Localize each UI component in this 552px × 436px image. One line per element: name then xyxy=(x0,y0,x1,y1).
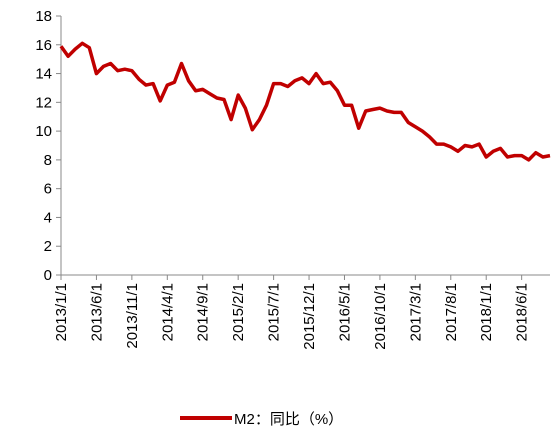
x-tick-label: 2014/4/1 xyxy=(159,283,176,341)
y-tick-label: 4 xyxy=(44,209,52,226)
y-tick-label: 8 xyxy=(44,152,52,169)
y-tick-label: 12 xyxy=(35,94,52,111)
x-tick-label: 2013/1/1 xyxy=(53,283,70,341)
x-tick-label: 2013/11/1 xyxy=(124,283,141,349)
x-tick-label: 2018/1/1 xyxy=(478,283,495,341)
x-tick-label: 2013/6/1 xyxy=(88,283,105,341)
x-tick-label: 2015/12/1 xyxy=(301,283,318,350)
legend-label: M2：同比（%） xyxy=(234,411,343,428)
x-tick-label: 2015/7/1 xyxy=(266,283,283,341)
y-tick-label: 2 xyxy=(44,238,52,255)
x-tick-label: 2016/10/1 xyxy=(372,283,389,350)
y-tick-label: 18 xyxy=(35,8,52,25)
x-tick-label: 2018/6/1 xyxy=(514,283,531,341)
x-tick-label: 2016/5/1 xyxy=(336,283,353,341)
x-tick-label: 2017/8/1 xyxy=(443,283,460,341)
y-tick-label: 6 xyxy=(44,181,52,198)
x-tick-label: 2015/2/1 xyxy=(230,283,247,341)
y-tick-label: 16 xyxy=(35,37,52,54)
y-tick-label: 0 xyxy=(44,267,52,284)
x-tick-label: 2014/9/1 xyxy=(195,283,212,341)
line-series xyxy=(59,41,551,162)
x-tick-label: 2017/3/1 xyxy=(407,283,424,341)
y-tick-label: 14 xyxy=(35,66,52,83)
y-tick-label: 10 xyxy=(35,123,52,140)
